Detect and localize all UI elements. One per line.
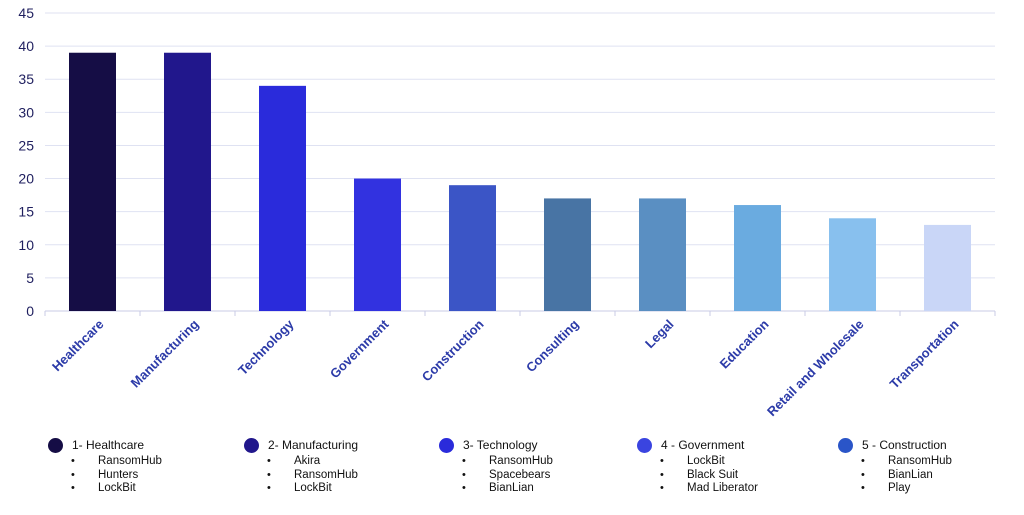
legend-group: 1- Healthcare RansomHubHuntersLockBit [48, 436, 238, 496]
y-tick-label: 5 [26, 270, 34, 286]
y-tick-label: 40 [18, 38, 34, 54]
y-tick-label: 10 [18, 237, 34, 253]
legend-list-item: RansomHub [244, 469, 434, 483]
legend-group-header: 3- Technology [439, 436, 629, 454]
legend-group-header: 4 - Government [637, 436, 827, 454]
legend-group-title: 2- Manufacturing [268, 438, 359, 452]
x-axis-ticks: Healthcare Manufacturing Technology Governm… [49, 316, 962, 419]
legend-list-item: Black Suit [637, 469, 827, 483]
legend-dot-icon [838, 437, 853, 453]
bars [69, 52, 971, 311]
x-tick-label: Construction [419, 316, 487, 384]
legend-list-item: RansomHub [439, 455, 629, 469]
x-tick-label: Consulting [523, 316, 582, 375]
x-tick-label: Technology [235, 316, 297, 378]
bar-legal [639, 198, 686, 311]
x-tick-label: Education [717, 316, 772, 371]
x-tick-label: Transportation [887, 316, 962, 391]
legend-list-item: Play [838, 482, 1024, 496]
bar-education [734, 205, 781, 311]
legend-group-header: 5 - Construction [838, 436, 1024, 454]
legend-group: 5 - Construction RansomHubBianLianPlay [838, 436, 1024, 496]
legend-dot-icon [244, 437, 259, 453]
legend-group-header: 1- Healthcare [48, 436, 238, 454]
legend-group-title: 1- Healthcare [72, 438, 145, 452]
legend-list-item: LockBit [48, 482, 238, 496]
legend-list-item: Spacebears [439, 469, 629, 483]
legend-list-item: BianLian [439, 482, 629, 496]
legend-list-item: BianLian [838, 469, 1024, 483]
bar-retail-and-wholesale [829, 218, 876, 311]
legend-list-item: Mad Liberator [637, 482, 827, 496]
bar-chart: 0 5 10 15 20 25 30 35 40 45 Healthcare Manufacturi… [18, 5, 996, 419]
y-tick-label: 45 [18, 5, 34, 21]
legend-item-list: LockBitBlack SuitMad Liberator [637, 455, 827, 496]
y-tick-label: 25 [18, 137, 34, 153]
legend-list-item: RansomHub [48, 455, 238, 469]
y-tick-label: 0 [26, 303, 34, 319]
legend-group: 4 - Government LockBitBlack SuitMad Liber… [637, 436, 827, 496]
y-tick-label: 15 [18, 204, 34, 220]
legend-list-item: LockBit [637, 455, 827, 469]
x-tick-label: Legal [642, 317, 677, 352]
legend-group: 2- Manufacturing AkiraRansomHubLockBit [244, 436, 434, 496]
bar-healthcare [69, 52, 116, 311]
y-tick-label: 30 [18, 104, 34, 120]
x-tick-label: Retail and Wholesale [764, 317, 867, 420]
legend-list-item: Hunters [48, 469, 238, 483]
bar-government [354, 178, 401, 311]
legend-group-header: 2- Manufacturing [244, 436, 434, 454]
y-tick-label: 20 [18, 171, 34, 187]
legend-group-title: 3- Technology [463, 438, 538, 452]
bar-construction [449, 185, 496, 311]
y-tick-label: 35 [18, 71, 34, 87]
legend-item-list: RansomHubBianLianPlay [838, 455, 1024, 496]
bar-transportation [924, 224, 971, 311]
legend-group-title: 5 - Construction [862, 438, 947, 452]
x-tick-label: Manufacturing [128, 316, 202, 390]
x-tick-label: Government [327, 316, 392, 381]
legend-list-item: Akira [244, 455, 434, 469]
legend-dot-icon [637, 437, 652, 453]
y-axis-ticks: 0 5 10 15 20 25 30 35 40 45 [18, 5, 34, 319]
legend-group: 3- Technology RansomHubSpacebearsBianLian [439, 436, 629, 496]
bar-technology [259, 85, 306, 311]
legend-item-list: RansomHubHuntersLockBit [48, 455, 238, 496]
legend-dot-icon [439, 437, 454, 453]
legend-list-item: LockBit [244, 482, 434, 496]
legend: 1- HealthcareRansomHubHuntersLockBit2- M… [0, 436, 1024, 515]
legend-item-list: AkiraRansomHubLockBit [244, 455, 434, 496]
x-tick-label: Healthcare [49, 317, 107, 375]
legend-item-list: RansomHubSpacebearsBianLian [439, 455, 629, 496]
bar-manufacturing [164, 52, 211, 311]
bar-consulting [544, 198, 591, 311]
legend-group-title: 4 - Government [661, 438, 745, 452]
legend-list-item: RansomHub [838, 455, 1024, 469]
legend-dot-icon [48, 437, 63, 453]
